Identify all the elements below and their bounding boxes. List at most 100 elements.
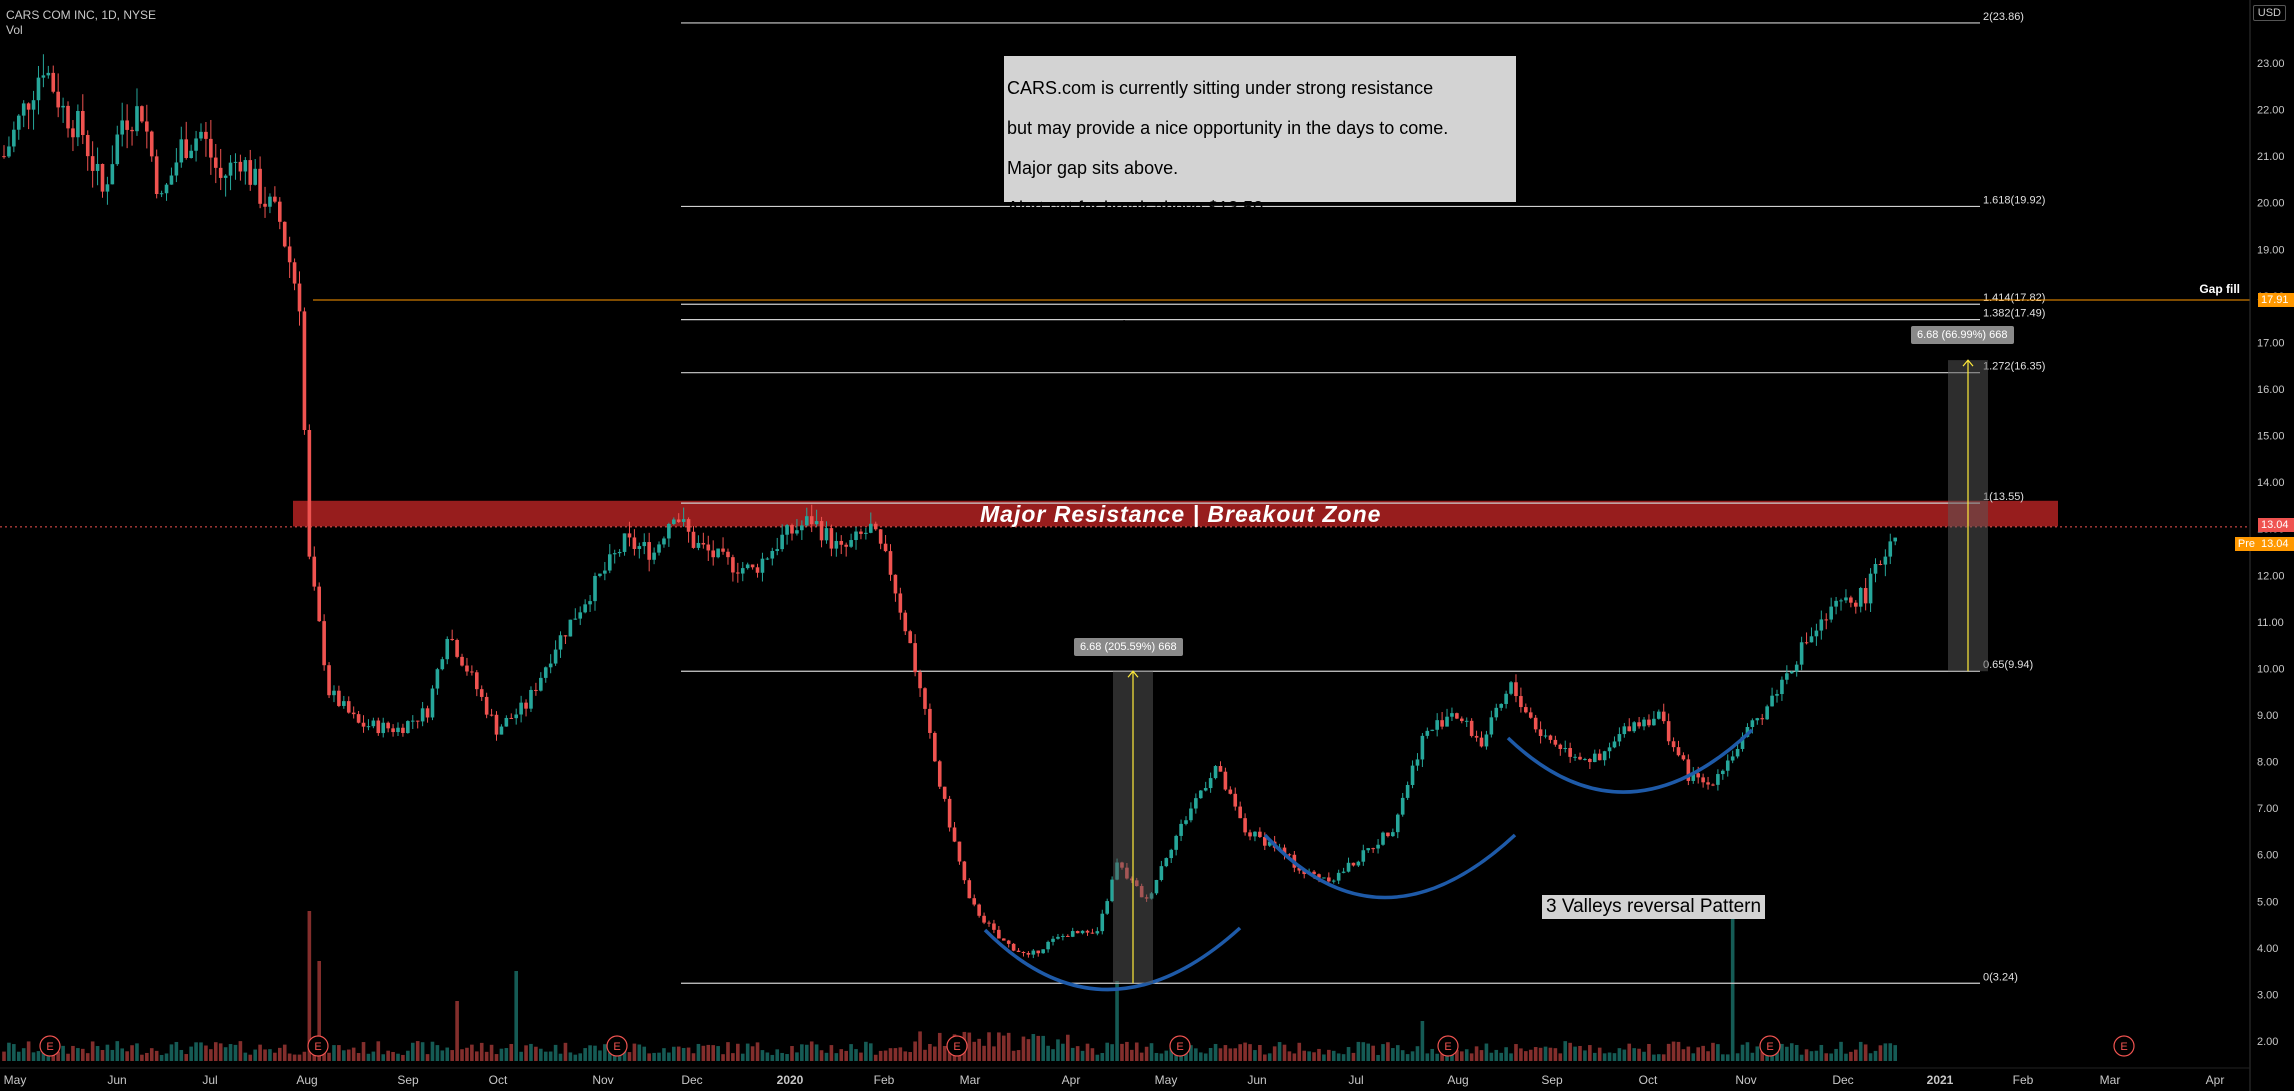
volume-bar <box>509 1043 514 1061</box>
time-axis[interactable]: May Jun Jul Aug Sep Oct Nov Dec 2020 Feb Mar Apr May… <box>0 1067 2250 1087</box>
volume-bar <box>800 1044 804 1061</box>
volume-bar <box>1548 1047 1553 1061</box>
candle-body <box>460 656 464 666</box>
candle-body <box>913 643 917 673</box>
volume-bar <box>1642 1051 1646 1061</box>
volume-bar <box>1676 1041 1681 1061</box>
volume-bar <box>1154 1052 1159 1061</box>
time-tick-label: Dec <box>1832 1073 1853 1087</box>
candle-body <box>209 138 213 158</box>
symbol-title[interactable]: CARS COM INC, 1D, NYSE <box>6 8 157 22</box>
volume-bar <box>1849 1051 1853 1061</box>
volume-label[interactable]: Vol <box>6 23 23 37</box>
candle-body <box>342 701 346 706</box>
candle-body <box>1026 953 1031 955</box>
volume-bar <box>1144 1046 1149 1061</box>
candle-body <box>1297 867 1302 871</box>
note-line: Alert set for break above $13.50 <box>1007 198 1264 218</box>
volume-bar <box>1075 1046 1080 1061</box>
candle-body <box>1445 716 1449 727</box>
candle-body <box>1425 730 1430 736</box>
analysis-note[interactable]: CARS.com is currently sitting under stro… <box>1004 56 1516 338</box>
candle-body <box>1420 735 1425 760</box>
volume-bar <box>691 1053 696 1061</box>
candle-body <box>987 922 991 924</box>
volume-bar <box>804 1044 809 1061</box>
candle-body <box>470 671 474 673</box>
volume-bar <box>740 1053 745 1061</box>
candle-body <box>1041 949 1045 954</box>
volume-bar <box>425 1054 430 1061</box>
candle-body <box>1460 718 1464 722</box>
volume-bar <box>1543 1046 1548 1061</box>
gap-fill-label[interactable]: Gap fill <box>2199 282 2240 296</box>
candle-body <box>76 110 80 138</box>
volume-bar <box>1854 1049 1858 1061</box>
volume-bar <box>1637 1048 1641 1061</box>
price-tick-label: 20.00 <box>2257 198 2285 210</box>
price-tick-label: 11.00 <box>2257 617 2284 629</box>
volume-bar <box>770 1054 775 1061</box>
volume-bar <box>12 1044 16 1061</box>
volume-bar <box>711 1045 715 1061</box>
volume-bar <box>548 1051 553 1061</box>
candle-body <box>41 75 46 78</box>
candle-body <box>834 540 839 549</box>
volume-bar <box>1346 1047 1351 1061</box>
volume-bar <box>519 1051 523 1061</box>
volume-bar <box>745 1043 750 1061</box>
volume-bar <box>859 1052 863 1061</box>
measure-tag-1[interactable]: 6.68 (205.59%) 668 <box>1074 638 1183 656</box>
volume-bar <box>317 961 321 1061</box>
volume-bar <box>898 1047 903 1061</box>
volume-bar <box>1455 1049 1459 1061</box>
volume-bar <box>1223 1045 1228 1061</box>
volume-bar <box>1430 1048 1435 1061</box>
candle-body <box>61 105 65 108</box>
volume-bar <box>667 1052 671 1061</box>
candle-body <box>1169 849 1174 859</box>
volume-bar <box>381 1054 386 1061</box>
time-tick-label: Jun <box>1247 1073 1266 1087</box>
measure-tag-2[interactable]: 6.68 (66.99%) 668 <box>1911 326 2014 344</box>
candle-body <box>1878 563 1883 565</box>
volume-bar <box>1647 1043 1651 1061</box>
volume-bar <box>1400 1050 1405 1061</box>
candle-body <box>1657 711 1661 719</box>
candle-body <box>273 196 277 202</box>
volume-bar <box>1085 1043 1090 1061</box>
candle-body <box>1346 862 1351 872</box>
volume-bar <box>1464 1049 1469 1061</box>
candle-body <box>12 129 16 147</box>
resistance-zone-label[interactable]: Major Resistance | Breakout Zone <box>980 501 1382 527</box>
volume-bar <box>1021 1036 1026 1061</box>
currency-button[interactable]: USD <box>2252 5 2286 21</box>
candle-body <box>740 568 745 574</box>
candle-body <box>1553 739 1558 745</box>
gap-price-tag: 17.91 <box>2258 293 2294 307</box>
volume-bar <box>854 1049 858 1061</box>
candle-body <box>1735 748 1740 757</box>
candle-body <box>745 564 750 569</box>
volume-bar <box>1479 1050 1484 1061</box>
volume-bar <box>1169 1047 1174 1061</box>
candle-body <box>997 929 1001 939</box>
candle-body <box>603 570 607 574</box>
volume-bar <box>1164 1050 1169 1061</box>
volume-bar <box>268 1049 272 1061</box>
candle-body <box>893 574 898 594</box>
volume-bar <box>1130 1049 1134 1061</box>
fib-label: 1.272(16.35) <box>1983 361 2045 373</box>
volume-bar <box>657 1052 661 1061</box>
price-tick-label: 21.00 <box>2257 151 2285 163</box>
price-tick-label: 15.00 <box>2257 431 2285 443</box>
candle-body <box>814 521 819 525</box>
volume-bar <box>243 1052 248 1061</box>
valleys-pattern-label[interactable]: 3 Valleys reversal Pattern <box>1542 895 1766 919</box>
candle-body <box>1455 713 1459 719</box>
volume-bar <box>1716 1044 1720 1061</box>
volume-bar <box>755 1042 760 1061</box>
candle-body <box>785 525 789 535</box>
candle-body <box>268 196 272 207</box>
